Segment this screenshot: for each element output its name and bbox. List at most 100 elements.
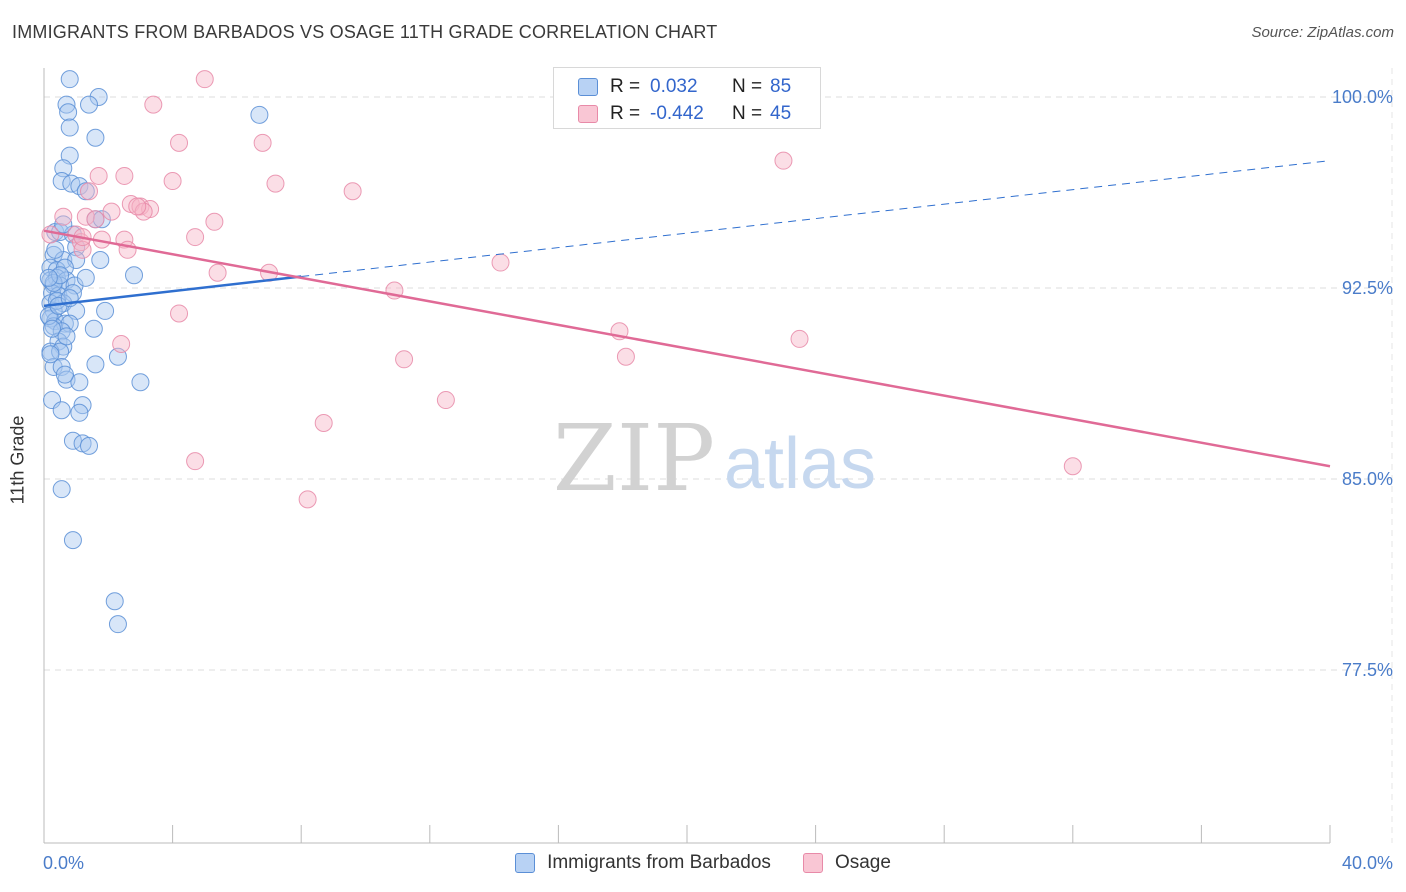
watermark-atlas: atlas	[724, 424, 876, 504]
barbados-point	[105, 592, 124, 611]
r-value: -0.442	[650, 103, 704, 124]
r-label: R =	[610, 103, 641, 124]
series-barbados-points	[39, 70, 269, 634]
osage-point	[395, 350, 414, 369]
legend-swatch-osage	[802, 853, 823, 873]
osage-point	[163, 172, 182, 191]
watermark-zip: ZIP	[553, 405, 715, 512]
legend-label-osage: Osage	[834, 852, 891, 873]
osage-point	[616, 347, 635, 366]
barbados-point	[57, 327, 76, 346]
barbados-point	[54, 215, 73, 234]
trend-lines	[43, 160, 1331, 468]
legend-row-barbados: R = 0.032 N = 85	[578, 75, 791, 99]
osage-point	[170, 304, 189, 323]
legend-item-osage: Osage	[802, 852, 891, 874]
osage-point	[186, 452, 205, 471]
osage-point	[774, 151, 793, 170]
barbados-point	[89, 88, 108, 106]
barbados-point	[44, 273, 63, 292]
grid-lines	[44, 68, 1393, 843]
legend-swatch-osage	[578, 105, 598, 123]
barbados-point	[70, 403, 89, 422]
source-label: Source: ZipAtlas.com	[1251, 24, 1394, 41]
barbados-point	[39, 268, 58, 287]
osage-trend-line	[43, 229, 1331, 468]
barbados-point	[80, 436, 99, 455]
barbados-point	[96, 301, 115, 320]
watermark: ZIP atlas	[553, 405, 876, 512]
barbados-point	[86, 355, 105, 374]
osage-point	[205, 212, 224, 231]
osage-point	[102, 202, 121, 221]
barbados-point	[60, 118, 79, 137]
osage-point	[128, 197, 147, 216]
osage-point	[89, 166, 108, 185]
r-value: 0.032	[650, 76, 698, 97]
osage-point	[144, 95, 163, 114]
barbados-point	[91, 250, 110, 269]
barbados-point	[125, 266, 144, 285]
n-value: 85	[770, 76, 792, 97]
n-label: N =	[732, 76, 763, 97]
y-tick-label: 92.5%	[1341, 278, 1393, 298]
n-label: N =	[732, 103, 763, 124]
osage-point	[436, 391, 455, 410]
osage-point	[80, 182, 99, 201]
osage-point	[195, 70, 214, 89]
osage-point	[115, 166, 134, 185]
y-tick-label: 85.0%	[1341, 469, 1393, 489]
barbados-point	[52, 401, 71, 420]
osage-point	[54, 207, 73, 226]
barbados-point	[60, 70, 79, 89]
barbados-point	[63, 531, 82, 550]
barbados-point	[76, 268, 95, 287]
barbados-point	[41, 345, 60, 364]
legend-swatch-barbados	[578, 78, 598, 96]
osage-point	[112, 335, 131, 354]
legend-item-barbados: Immigrants from Barbados	[515, 852, 771, 874]
legend-swatch-barbados	[515, 853, 536, 873]
osage-point	[1063, 457, 1082, 476]
osage-point	[253, 133, 272, 152]
barbados-point	[70, 373, 89, 392]
osage-point	[170, 133, 189, 152]
y-tick-label: 77.5%	[1341, 660, 1393, 680]
osage-point	[343, 182, 362, 201]
barbados-point	[55, 365, 74, 384]
osage-point	[86, 210, 105, 229]
barbados-point	[51, 266, 70, 285]
osage-point	[186, 228, 205, 247]
osage-point	[208, 263, 227, 282]
r-label: R =	[610, 76, 641, 97]
legend-label-barbados: Immigrants from Barbados	[547, 852, 771, 873]
barbados-trend-line	[43, 275, 302, 308]
barbados-trend-extension	[301, 160, 1331, 278]
barbados-point	[131, 373, 150, 392]
chart-title: IMMIGRANTS FROM BARBADOS VS OSAGE 11TH G…	[12, 22, 718, 42]
barbados-point	[57, 95, 76, 114]
barbados-point	[92, 210, 111, 229]
correlation-legend: R = 0.032 N = 85 R = -0.442 N = 45	[553, 67, 821, 129]
osage-point	[491, 253, 510, 272]
series-osage-points	[41, 70, 1082, 509]
osage-point	[73, 240, 92, 259]
osage-point	[790, 329, 809, 348]
barbados-point	[250, 105, 269, 124]
barbados-point	[59, 103, 78, 122]
barbados-point	[46, 240, 65, 259]
n-value: 45	[770, 103, 792, 124]
axes	[43, 68, 1331, 844]
barbados-point	[52, 480, 71, 499]
x-tick-label: 0.0%	[43, 853, 85, 873]
legend-row-osage: R = -0.442 N = 45	[578, 102, 791, 126]
x-tick-label: 40.0%	[1341, 853, 1393, 873]
barbados-point	[84, 319, 103, 338]
y-tick-label: 100.0%	[1331, 87, 1393, 107]
barbados-point	[80, 95, 99, 114]
osage-point	[41, 225, 60, 244]
barbados-point	[108, 615, 127, 634]
osage-point	[314, 413, 333, 432]
barbados-point	[86, 128, 105, 147]
